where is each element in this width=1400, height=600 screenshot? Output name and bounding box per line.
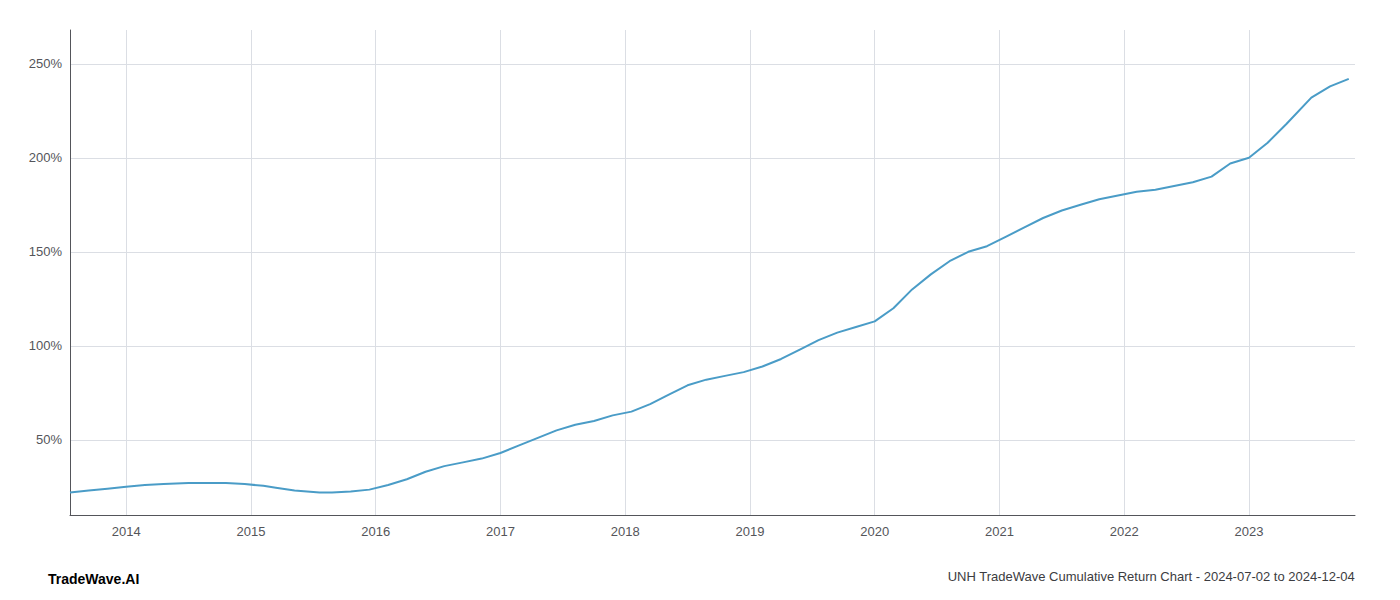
svg-text:2014: 2014 bbox=[112, 524, 141, 539]
svg-text:50%: 50% bbox=[36, 432, 62, 447]
svg-text:2022: 2022 bbox=[1110, 524, 1139, 539]
svg-text:2015: 2015 bbox=[236, 524, 265, 539]
svg-text:2017: 2017 bbox=[486, 524, 515, 539]
svg-text:TradeWave.AI: TradeWave.AI bbox=[48, 571, 139, 587]
svg-text:2018: 2018 bbox=[611, 524, 640, 539]
svg-text:2021: 2021 bbox=[985, 524, 1014, 539]
svg-text:2023: 2023 bbox=[1234, 524, 1263, 539]
svg-text:UNH TradeWave Cumulative Retur: UNH TradeWave Cumulative Return Chart - … bbox=[948, 569, 1355, 584]
svg-text:2020: 2020 bbox=[860, 524, 889, 539]
svg-text:200%: 200% bbox=[29, 150, 63, 165]
svg-text:250%: 250% bbox=[29, 56, 63, 71]
svg-text:100%: 100% bbox=[29, 338, 63, 353]
svg-text:2016: 2016 bbox=[361, 524, 390, 539]
svg-text:2019: 2019 bbox=[735, 524, 764, 539]
svg-text:150%: 150% bbox=[29, 244, 63, 259]
